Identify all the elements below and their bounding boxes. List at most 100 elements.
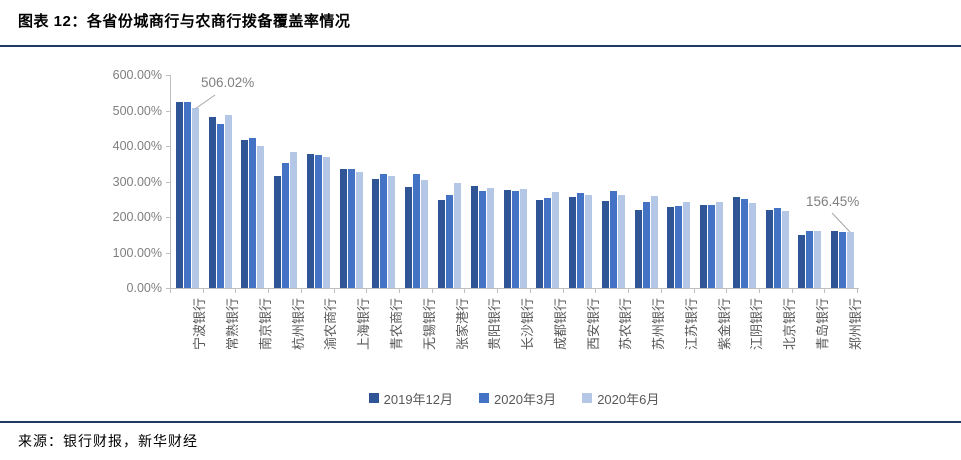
x-tick-cell bbox=[465, 289, 499, 293]
y-tick-mark bbox=[166, 111, 170, 112]
bar-南京银行-2019年12月 bbox=[241, 140, 249, 288]
bar-张家港行-2020年3月 bbox=[446, 195, 453, 288]
x-tick-cell bbox=[793, 289, 826, 293]
bar-group-成都银行 bbox=[531, 75, 564, 288]
bar-江阴银行-2020年3月 bbox=[740, 199, 748, 288]
bar-无锡银行-2020年6月 bbox=[421, 180, 429, 288]
legend-item-2020年3月: 2020年3月 bbox=[479, 389, 556, 408]
legend-swatch-icon bbox=[479, 393, 490, 403]
bar-江苏银行-2020年3月 bbox=[675, 206, 683, 288]
bar-杭州银行-2020年3月 bbox=[282, 163, 290, 288]
bar-江苏银行-2020年6月 bbox=[683, 202, 691, 288]
bar-郑州银行-2019年12月 bbox=[831, 231, 839, 288]
bar-渝农商行-2020年6月 bbox=[322, 157, 330, 288]
bar-宁波银行-2020年6月 bbox=[191, 108, 199, 288]
y-tick-label: 400.00% bbox=[112, 139, 162, 153]
bar-group-南京银行 bbox=[237, 75, 270, 288]
bar-group-北京银行 bbox=[761, 75, 794, 288]
x-axis-ticks bbox=[170, 289, 859, 293]
figure-title: 图表 12：各省份城商行与农商行拨备覆盖率情况 bbox=[18, 13, 351, 30]
bar-杭州银行-2019年12月 bbox=[274, 176, 282, 288]
bar-常熟银行-2020年6月 bbox=[224, 115, 232, 288]
bar-郑州银行-2020年6月 bbox=[847, 232, 855, 288]
bar-group-长沙银行 bbox=[499, 75, 532, 288]
x-tick-cell bbox=[236, 289, 270, 293]
bar-南京银行-2020年6月 bbox=[257, 146, 265, 288]
x-tick-cell bbox=[564, 289, 597, 293]
x-category-label: 郑州银行 bbox=[847, 298, 863, 351]
bar-group-青农商行 bbox=[368, 75, 401, 288]
x-tick-cell bbox=[531, 289, 564, 293]
bar-成都银行-2020年6月 bbox=[552, 192, 560, 288]
bar-张家港行-2019年12月 bbox=[438, 200, 445, 288]
plot-area: 506.02% 156.45% bbox=[170, 75, 859, 289]
source-note: 来源：银行财报，新华财经 bbox=[18, 435, 198, 450]
bar-江苏银行-2019年12月 bbox=[667, 207, 675, 288]
legend-item-2020年6月: 2020年6月 bbox=[582, 389, 659, 408]
x-tick-cell bbox=[171, 289, 204, 293]
bar-group-无锡银行 bbox=[400, 75, 433, 288]
bar-group-杭州银行 bbox=[269, 75, 302, 288]
bar-渝农商行-2019年12月 bbox=[306, 154, 314, 288]
bar-上海银行-2019年12月 bbox=[339, 169, 347, 288]
x-tick-cell bbox=[629, 289, 662, 293]
bar-上海银行-2020年3月 bbox=[347, 169, 355, 288]
y-tick-mark bbox=[166, 217, 170, 218]
legend-swatch-icon bbox=[368, 393, 379, 403]
bar-西安银行-2020年3月 bbox=[577, 193, 585, 288]
bar-group-渝农商行 bbox=[302, 75, 335, 288]
y-tick-mark bbox=[166, 75, 170, 76]
bar-无锡银行-2019年12月 bbox=[405, 187, 413, 288]
bar-宁波银行-2020年3月 bbox=[183, 102, 191, 288]
bar-紫金银行-2020年3月 bbox=[708, 205, 716, 288]
bar-长沙银行-2019年12月 bbox=[503, 190, 511, 288]
bar-group-贵阳银行 bbox=[466, 75, 499, 288]
bar-成都银行-2020年3月 bbox=[544, 198, 552, 288]
bar-group-宁波银行 bbox=[171, 75, 204, 288]
legend-swatch-icon bbox=[582, 393, 593, 403]
bar-group-郑州银行 bbox=[826, 75, 859, 288]
bar-苏农银行-2019年12月 bbox=[601, 201, 609, 288]
bar-贵阳银行-2019年12月 bbox=[470, 186, 478, 288]
data-label-郑州银行: 156.45% bbox=[806, 194, 860, 209]
bar-青农商行-2019年12月 bbox=[372, 179, 380, 288]
bar-张家港行-2020年6月 bbox=[454, 183, 461, 288]
bar-紫金银行-2019年12月 bbox=[700, 205, 708, 288]
bar-常熟银行-2019年12月 bbox=[208, 117, 216, 288]
bar-常熟银行-2020年3月 bbox=[216, 124, 224, 288]
bar-苏州银行-2019年12月 bbox=[634, 210, 642, 288]
bar-苏州银行-2020年6月 bbox=[650, 196, 658, 288]
x-tick-cell bbox=[662, 289, 695, 293]
x-tick-cell bbox=[760, 289, 793, 293]
bar-group-西安银行 bbox=[564, 75, 597, 288]
x-tick-cell bbox=[498, 289, 531, 293]
bar-group-苏农银行 bbox=[597, 75, 630, 288]
bar-series-container bbox=[171, 75, 859, 288]
bar-北京银行-2020年6月 bbox=[781, 211, 789, 288]
y-tick-label: 200.00% bbox=[112, 210, 162, 224]
x-tick-cell bbox=[302, 289, 335, 293]
x-tick-cell bbox=[204, 289, 237, 293]
bar-郑州银行-2020年3月 bbox=[839, 232, 847, 288]
legend: 2019年12月 2020年3月 2020年6月 bbox=[170, 389, 858, 407]
x-tick-cell bbox=[335, 289, 368, 293]
bar-group-紫金银行 bbox=[695, 75, 728, 288]
bar-group-江阴银行 bbox=[728, 75, 761, 288]
x-tick-cell bbox=[596, 289, 630, 293]
bar-紫金银行-2020年6月 bbox=[716, 202, 724, 288]
bar-group-常熟银行 bbox=[204, 75, 237, 288]
bar-无锡银行-2020年3月 bbox=[413, 174, 421, 288]
x-tick-cell bbox=[695, 289, 728, 293]
bar-青岛银行-2020年3月 bbox=[806, 231, 814, 288]
bar-西安银行-2020年6月 bbox=[585, 195, 593, 288]
x-tick-cell bbox=[825, 289, 859, 293]
bar-group-张家港行 bbox=[433, 75, 466, 288]
data-label-宁波银行: 506.02% bbox=[201, 75, 255, 90]
bar-长沙银行-2020年3月 bbox=[511, 191, 519, 288]
y-tick-label: 100.00% bbox=[112, 245, 162, 260]
bar-group-青岛银行 bbox=[794, 75, 827, 288]
legend-label: 2019年12月 bbox=[383, 391, 454, 407]
y-tick-mark bbox=[166, 253, 170, 254]
bar-青农商行-2020年3月 bbox=[380, 174, 388, 288]
y-tick-mark bbox=[166, 182, 170, 183]
